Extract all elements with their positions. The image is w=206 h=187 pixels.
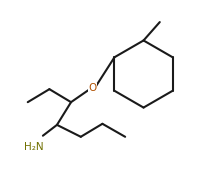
Text: O: O xyxy=(88,83,96,93)
Text: H₂N: H₂N xyxy=(24,142,44,151)
